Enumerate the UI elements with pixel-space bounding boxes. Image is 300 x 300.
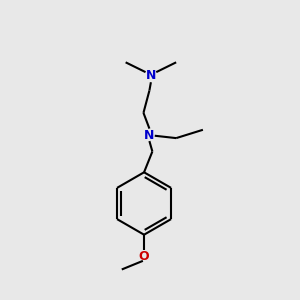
Text: N: N: [146, 69, 156, 82]
Text: N: N: [144, 129, 154, 142]
Text: O: O: [139, 250, 149, 262]
